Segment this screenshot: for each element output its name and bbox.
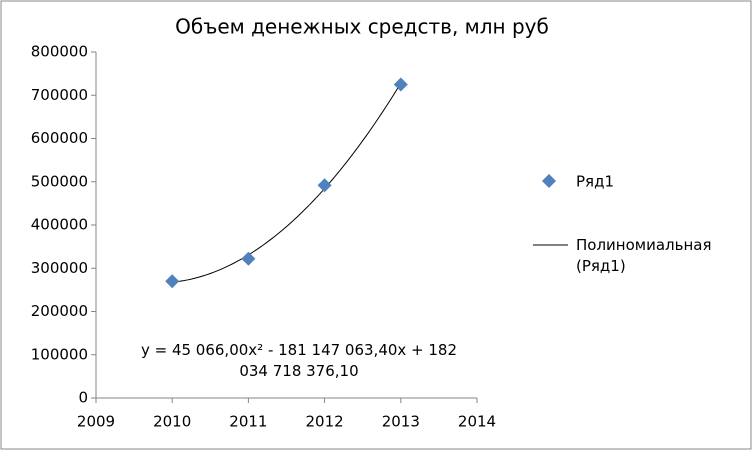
marker [317, 178, 332, 193]
marker [393, 77, 408, 92]
y-tick-label: 800000 [31, 43, 88, 61]
y-tick-label: 100000 [31, 345, 88, 363]
x-tick-label: 2013 [382, 413, 420, 431]
y-tick-label: 700000 [31, 86, 88, 104]
marker [241, 251, 256, 266]
x-tick-label: 2010 [153, 413, 191, 431]
trendline-equation: y = 45 066,00x² - 181 147 063,40x + 182 … [140, 341, 458, 380]
y-tick-label: 400000 [31, 216, 88, 234]
y-tick-label: 200000 [31, 302, 88, 320]
trendline [172, 82, 402, 283]
x-tick-label: 2014 [458, 413, 496, 431]
y-tick-label: 500000 [31, 172, 88, 190]
marker [165, 274, 180, 289]
x-tick-label: 2011 [229, 413, 267, 431]
y-tick-label: 0 [78, 389, 88, 407]
legend-label: Полиномиальная (Ряд1) [576, 236, 712, 275]
y-tick-label: 600000 [31, 129, 88, 147]
legend-label: Ряд1 [576, 173, 614, 191]
x-tick-label: 2009 [77, 413, 115, 431]
chart-title: Объем денежных средств, млн руб [175, 15, 549, 39]
legend-marker [542, 174, 556, 188]
x-tick-label: 2012 [306, 413, 344, 431]
y-tick-label: 300000 [31, 259, 88, 277]
